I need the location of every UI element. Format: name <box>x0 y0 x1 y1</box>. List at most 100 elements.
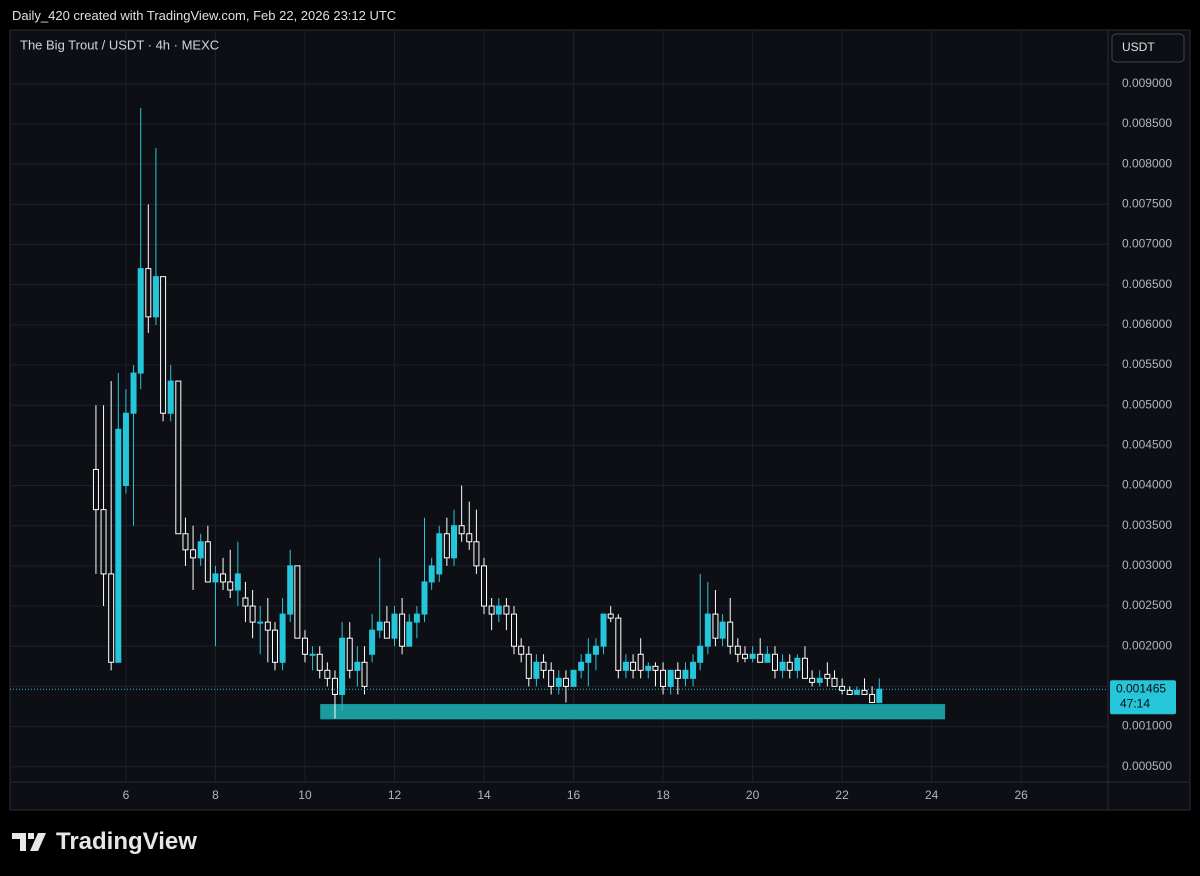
candle-body <box>697 645 704 663</box>
candle-body <box>786 661 793 671</box>
candle-body <box>540 661 547 671</box>
candle-body <box>167 380 174 414</box>
candle-body <box>145 268 152 318</box>
candle-body <box>518 645 525 655</box>
candle-body <box>853 689 860 695</box>
candle-body <box>488 605 495 615</box>
candle-body <box>511 613 518 647</box>
logo-icon <box>12 833 46 851</box>
x-tick-label: 12 <box>388 788 402 802</box>
candle-body <box>861 689 868 695</box>
candle-body <box>220 573 227 583</box>
candle-body <box>660 669 667 687</box>
x-tick-label: 24 <box>925 788 939 802</box>
y-tick-label: 0.001000 <box>1122 719 1172 733</box>
candle-body <box>436 533 443 575</box>
candle-body <box>757 653 764 663</box>
x-tick-label: 14 <box>477 788 491 802</box>
candle-body <box>473 541 480 567</box>
candle-body <box>607 613 614 619</box>
y-tick-label: 0.000500 <box>1122 759 1172 773</box>
logo-text: TradingView <box>56 828 197 855</box>
candle-body <box>190 549 197 559</box>
candle-body <box>204 541 211 583</box>
candle-body <box>115 428 122 663</box>
candle-body <box>712 613 719 639</box>
y-tick-label: 0.003500 <box>1122 518 1172 532</box>
candle-body <box>615 617 622 671</box>
candle-body <box>466 533 473 543</box>
candle-body <box>257 621 264 624</box>
candle-body <box>816 677 823 683</box>
y-tick-label: 0.003000 <box>1122 558 1172 572</box>
x-tick-label: 22 <box>835 788 849 802</box>
chart-frame <box>9 29 1191 811</box>
candle-body <box>212 573 219 583</box>
candle-body <box>324 669 331 679</box>
candle-body <box>481 565 488 607</box>
candle-body <box>294 565 301 639</box>
candle-body <box>592 645 599 655</box>
candle-body <box>152 276 159 318</box>
candle-body <box>376 621 383 631</box>
chart: The Big Trout / USDT · 4h · MEXC USDT 0.… <box>9 29 1191 811</box>
candle-body <box>578 661 585 671</box>
candle-body <box>160 276 167 414</box>
candle-body <box>458 525 465 535</box>
candle-body <box>831 677 838 687</box>
header-text: Daily_420 created with TradingView.com, … <box>12 8 397 23</box>
x-tick-label: 6 <box>123 788 130 802</box>
candle-body <box>271 629 278 663</box>
candle-body <box>674 669 681 679</box>
candle-body <box>503 605 510 615</box>
y-tick-label: 0.009000 <box>1122 76 1172 90</box>
candle-body <box>771 653 778 671</box>
candle-body <box>451 525 458 559</box>
candle-body <box>361 661 368 687</box>
candle-body <box>809 677 816 683</box>
candle-body <box>413 613 420 623</box>
candle-body <box>667 669 674 687</box>
y-tick-label: 0.004000 <box>1122 478 1172 492</box>
unit-button-label[interactable]: USDT <box>1122 40 1155 54</box>
last-price-label: 0.001465 <box>1116 681 1166 695</box>
candle-body <box>399 613 406 647</box>
candle-body <box>645 665 652 671</box>
candle-body <box>287 565 294 615</box>
candle-body <box>100 509 107 575</box>
x-tick-label: 18 <box>656 788 670 802</box>
x-tick-label: 16 <box>567 788 581 802</box>
candle-body <box>734 645 741 655</box>
y-tick-label: 0.007500 <box>1122 197 1172 211</box>
candle-body <box>637 653 644 671</box>
y-tick-label: 0.002500 <box>1122 598 1172 612</box>
y-tick-label: 0.007000 <box>1122 237 1172 251</box>
candle-body <box>652 665 659 671</box>
candle-body <box>585 653 592 663</box>
candle-body <box>690 661 697 679</box>
plot <box>10 107 1108 720</box>
x-tick-label: 26 <box>1014 788 1028 802</box>
grid <box>10 30 1190 810</box>
candle-body <box>137 268 144 374</box>
candle-body <box>92 468 99 511</box>
candle-body <box>331 677 338 695</box>
candle-body <box>630 661 637 671</box>
candle-body <box>339 637 346 695</box>
candle-body <box>525 653 532 679</box>
candle-body <box>406 621 413 647</box>
candle-body <box>346 637 353 671</box>
y-tick-label: 0.005500 <box>1122 357 1172 371</box>
unit-button[interactable] <box>1111 33 1185 63</box>
candle-body <box>824 673 831 679</box>
y-tick-label: 0.002000 <box>1122 638 1172 652</box>
candle-body <box>249 605 256 623</box>
support-zone <box>320 704 946 720</box>
candle-body <box>279 613 286 663</box>
candle-body <box>443 533 450 559</box>
candle-body <box>428 565 435 583</box>
candle-body <box>108 573 115 663</box>
candle-body <box>794 657 801 671</box>
candle-body <box>421 581 428 615</box>
